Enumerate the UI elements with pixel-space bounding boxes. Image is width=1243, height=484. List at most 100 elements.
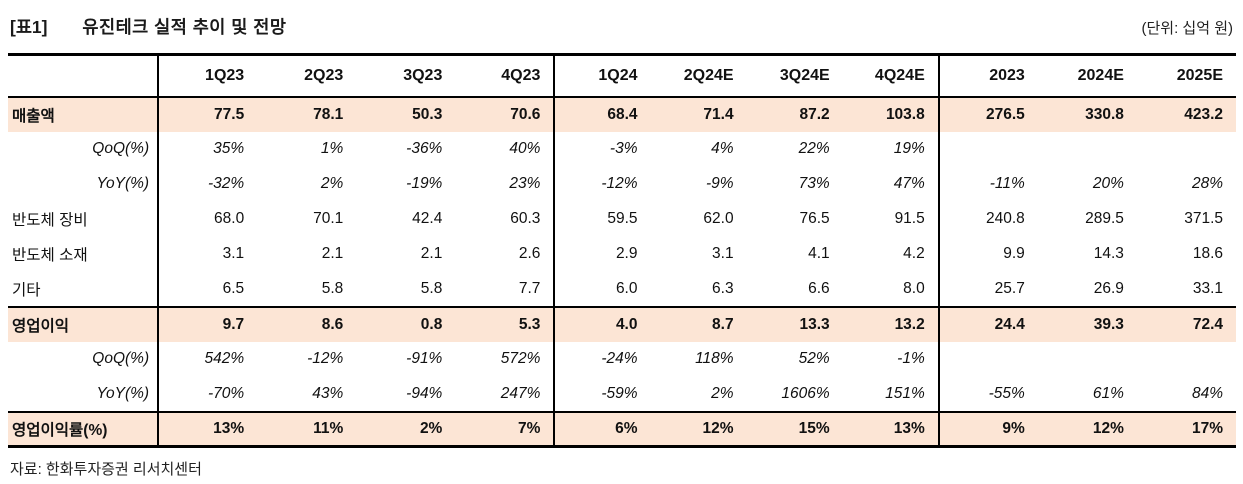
column-header-3q23: 3Q23: [356, 54, 456, 98]
cell: [1038, 132, 1137, 167]
cell: 9.9: [937, 236, 1038, 272]
cell: 62.0: [703, 210, 734, 227]
header-label-col: [8, 54, 159, 98]
column-header-2024e: 2024E: [1037, 54, 1137, 98]
cell: 87.2: [746, 96, 843, 132]
title-bar: [표1] 유진테크 실적 추이 및 전망 (단위: 십억 원): [8, 10, 1235, 53]
row-label: 영업이익률(%): [8, 410, 159, 447]
cell: [937, 131, 1038, 167]
cell: 6.5: [157, 271, 258, 307]
cell: 8.7: [650, 305, 747, 342]
table-row-영업이익률%: 영업이익률(%) 13% 11% 2% 7% 6% 12% 15% 13% 9% 12% 17%: [8, 410, 1236, 447]
cell: -36%: [406, 140, 443, 157]
cell: -12%: [553, 166, 651, 202]
cell: -19%: [406, 175, 443, 192]
cell: 19%: [893, 140, 925, 157]
cell: 7.7: [518, 279, 541, 297]
cell: 5.8: [321, 279, 344, 297]
cell: 12%: [650, 410, 747, 447]
cell: 3.1: [712, 245, 734, 262]
table-row-영업이익: 영업이익 9.7 8.6 0.8 5.3 4.0 8.7 13.3 13.2 24.4 39.3 72…: [8, 305, 1236, 342]
cell: 52%: [798, 350, 830, 367]
cell: 289.5: [1085, 210, 1124, 227]
cell: -32%: [157, 166, 258, 202]
cell: 18.6: [1192, 245, 1223, 262]
cell: -70%: [157, 376, 258, 412]
cell: 11%: [257, 410, 357, 447]
cell: 8.6: [257, 305, 357, 342]
cell: 20%: [1092, 175, 1124, 192]
cell: 4.0: [553, 305, 651, 342]
cell: 2%: [320, 175, 344, 192]
cell: 330.8: [1037, 96, 1137, 132]
unit-label: (단위: 십억 원): [1141, 20, 1234, 37]
row-label: 반도체 소재: [12, 247, 88, 264]
cell: 7%: [455, 410, 555, 447]
cell: 28%: [1191, 175, 1223, 192]
row-label: YoY(%): [96, 384, 150, 402]
cell: 240.8: [937, 201, 1038, 237]
cell: 5.8: [420, 279, 443, 297]
cell: 2.1: [321, 245, 344, 262]
column-header-1q23: 1Q23: [157, 54, 258, 98]
cell: 84%: [1191, 384, 1223, 402]
cell: 6%: [553, 410, 651, 447]
cell: 5.3: [455, 305, 555, 342]
cell: 151%: [885, 384, 925, 402]
cell: -55%: [937, 376, 1038, 412]
cell: 42.4: [412, 210, 443, 227]
cell: 103.8: [842, 96, 939, 132]
cell: 35%: [157, 131, 258, 167]
cell: 73%: [798, 175, 830, 192]
cell: [1137, 132, 1236, 167]
cell: 23%: [509, 175, 541, 192]
cell: 118%: [695, 350, 734, 367]
cell: 4.2: [903, 245, 925, 262]
cell: -12%: [307, 350, 344, 367]
cell: 60.3: [510, 210, 541, 227]
cell: 1%: [320, 140, 344, 157]
table-row-반도체장비: 반도체 장비 68.0 70.1 42.4 60.3 59.5 62.0 76.5 91.5 24…: [8, 201, 1236, 237]
cell: 17%: [1136, 410, 1236, 447]
cell: 542%: [157, 341, 258, 377]
cell: 76.5: [799, 210, 830, 227]
cell: 91.5: [894, 210, 925, 227]
column-header-4q23: 4Q23: [455, 54, 555, 98]
cell: -1%: [897, 350, 925, 367]
cell: 22%: [798, 140, 830, 157]
table-row-YoY%: YoY(%) -70% 43% -94% 247% -59% 2% 1606% 151% -55%…: [8, 376, 1236, 412]
table-row-QoQ%: QoQ(%) 35% 1% -36% 40% -3% 4% 22% 19%: [8, 131, 1236, 167]
cell: 3.1: [157, 236, 258, 272]
cell: 0.8: [356, 305, 456, 342]
cell: -3%: [553, 131, 651, 167]
table-row-매출액: 매출액 77.5 78.1 50.3 70.6 68.4 71.4 87.2 103.8 276.…: [8, 96, 1236, 132]
cell: 13%: [842, 410, 939, 447]
financial-table: 1Q23 2Q23 3Q23 4Q23 1Q24 2Q24E 3Q24E 4Q24E 2023 2…: [8, 53, 1236, 448]
cell: 39.3: [1037, 305, 1137, 342]
column-header-4q24e: 4Q24E: [842, 54, 939, 98]
column-header-2q23: 2Q23: [257, 54, 357, 98]
source-note: 자료: 한화투자증권 리서치센터: [10, 461, 202, 478]
cell: -9%: [706, 175, 734, 192]
cell: [1038, 342, 1137, 377]
column-header-2q24e: 2Q24E: [650, 54, 747, 98]
cell: 423.2: [1136, 96, 1236, 132]
cell: 6.0: [553, 271, 651, 307]
row-label: YoY(%): [96, 175, 150, 192]
column-header-1q24: 1Q24: [553, 54, 651, 98]
cell: 43%: [312, 384, 344, 402]
cell: -94%: [406, 384, 443, 402]
cell: 1606%: [781, 384, 830, 402]
row-label: QoQ(%): [92, 140, 150, 157]
cell: 61%: [1092, 384, 1124, 402]
cell: 25.7: [937, 271, 1038, 307]
cell: 276.5: [937, 96, 1038, 132]
cell: 4.1: [808, 245, 830, 262]
row-label: QoQ(%): [92, 350, 150, 367]
row-label: 기타: [12, 281, 41, 299]
cell: 9%: [937, 410, 1038, 447]
row-label: 영업이익: [8, 305, 159, 342]
table-row-반도체소재: 반도체 소재 3.1 2.1 2.1 2.6 2.9 3.1 4.1 4.2 9.9 14.3 18.…: [8, 236, 1236, 272]
table-number-tag: [표1]: [10, 17, 48, 37]
